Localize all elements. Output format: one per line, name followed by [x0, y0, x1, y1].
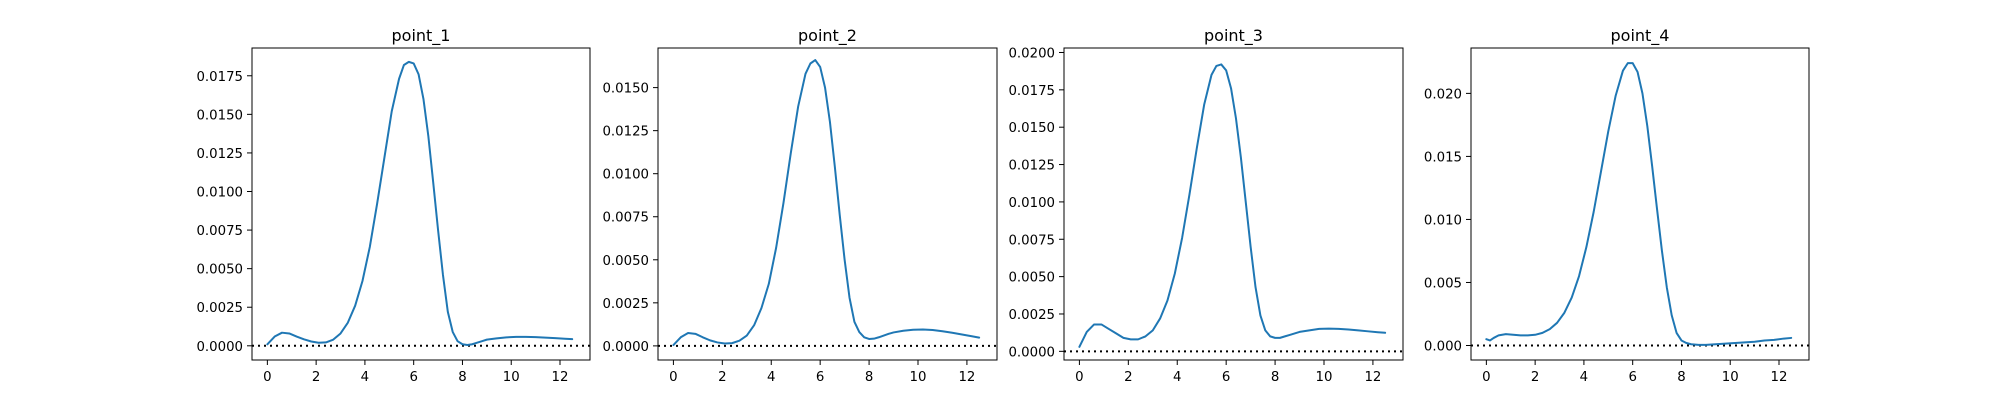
x-tick-label: 0: [1075, 370, 1083, 385]
panel-title: point_2: [798, 26, 857, 46]
x-tick-label: 2: [312, 370, 320, 385]
x-tick-label: 12: [958, 370, 975, 385]
x-tick-label: 8: [865, 370, 873, 385]
y-tick-label: 0.0050: [1008, 271, 1055, 286]
x-tick-label: 12: [1364, 370, 1381, 385]
y-tick-label: 0.0050: [602, 254, 649, 269]
x-tick-label: 4: [361, 370, 369, 385]
y-tick-label: 0.0075: [196, 224, 243, 239]
series-line-1: [672, 59, 981, 347]
x-tick-label: 0: [1482, 370, 1490, 385]
y-tick-label: 0.0100: [1008, 196, 1055, 211]
x-tick-label: 4: [767, 370, 775, 385]
y-tick-label: 0.0125: [1008, 159, 1055, 174]
panel-title: point_4: [1611, 26, 1670, 46]
y-tick-label: 0.005: [1424, 276, 1462, 291]
y-tick-label: 0.0075: [602, 211, 649, 226]
y-tick-label: 0.010: [1424, 213, 1462, 228]
x-tick-label: 0: [263, 370, 271, 385]
x-tick-label: 8: [1271, 370, 1279, 385]
x-tick-label: 6: [816, 370, 824, 385]
y-tick-label: 0.0175: [196, 70, 243, 85]
chart-panel-4: point_4 0 2 4 6 8 10 12 0.000 0.005 0.010 0.015 0.02…: [1424, 26, 1810, 385]
x-tick-label: 12: [552, 370, 569, 385]
y-tick-label: 0.0175: [1008, 84, 1055, 99]
y-tick-label: 0.020: [1424, 87, 1462, 102]
axes-frame: [251, 47, 591, 361]
x-tick-label: 4: [1580, 370, 1588, 385]
axes-frame: [1063, 47, 1404, 361]
y-tick-label: 0.0075: [1008, 233, 1055, 248]
x-tick-label: 10: [503, 370, 520, 385]
x-tick-label: 6: [409, 370, 417, 385]
x-tick-label: 2: [718, 370, 726, 385]
series-line-1: [1078, 63, 1387, 348]
y-tick-label: 0.000: [1424, 340, 1462, 355]
x-tick-label: 8: [458, 370, 466, 385]
series-line-1: [1485, 62, 1793, 346]
chart-panel-3: point_3 0 2 4 6 8 10 12 0.0000 0.0025 0.0050 0.0075…: [1008, 26, 1404, 385]
y-tick-label: 0.0100: [602, 168, 649, 183]
series-line-1: [266, 60, 574, 347]
x-tick-label: 6: [1628, 370, 1636, 385]
y-tick-label: 0.0150: [1008, 121, 1055, 136]
y-tick-label: 0.0050: [196, 263, 243, 278]
y-tick-label: 0.0000: [196, 340, 243, 355]
x-tick-label: 4: [1173, 370, 1181, 385]
y-tick-label: 0.0150: [196, 108, 243, 123]
y-tick-label: 0.0150: [602, 82, 649, 97]
y-tick-label: 0.0125: [196, 147, 243, 162]
x-tick-label: 8: [1677, 370, 1685, 385]
panel-title: point_3: [1204, 26, 1263, 46]
x-tick-label: 2: [1124, 370, 1132, 385]
x-tick-label: 10: [1316, 370, 1333, 385]
axes-frame: [657, 47, 998, 361]
x-tick-label: 10: [1722, 370, 1739, 385]
panel-title: point_1: [392, 26, 451, 46]
x-tick-label: 0: [669, 370, 677, 385]
x-tick-label: 2: [1531, 370, 1539, 385]
y-tick-label: 0.0025: [1008, 308, 1055, 323]
y-tick-label: 0.0200: [1008, 46, 1055, 61]
axes-frame: [1470, 47, 1810, 361]
x-tick-label: 12: [1771, 370, 1788, 385]
x-tick-label: 10: [910, 370, 927, 385]
y-tick-label: 0.0125: [602, 125, 649, 140]
y-tick-label: 0.0000: [602, 340, 649, 355]
y-tick-label: 0.0100: [196, 186, 243, 201]
chart-panel-1: point_1 0 2 4 6 8 10 12 0.0000 0.0025 0.0050 0.0075…: [196, 26, 591, 385]
y-tick-label: 0.0025: [602, 297, 649, 312]
x-tick-label: 6: [1222, 370, 1230, 385]
chart-panel-2: point_2 0 2 4 6 8 10 12 0.0000 0.0025 0.0050 0.0075…: [602, 26, 998, 385]
y-tick-label: 0.015: [1424, 150, 1462, 165]
y-tick-label: 0.0025: [196, 301, 243, 316]
y-tick-label: 0.0000: [1008, 345, 1055, 360]
